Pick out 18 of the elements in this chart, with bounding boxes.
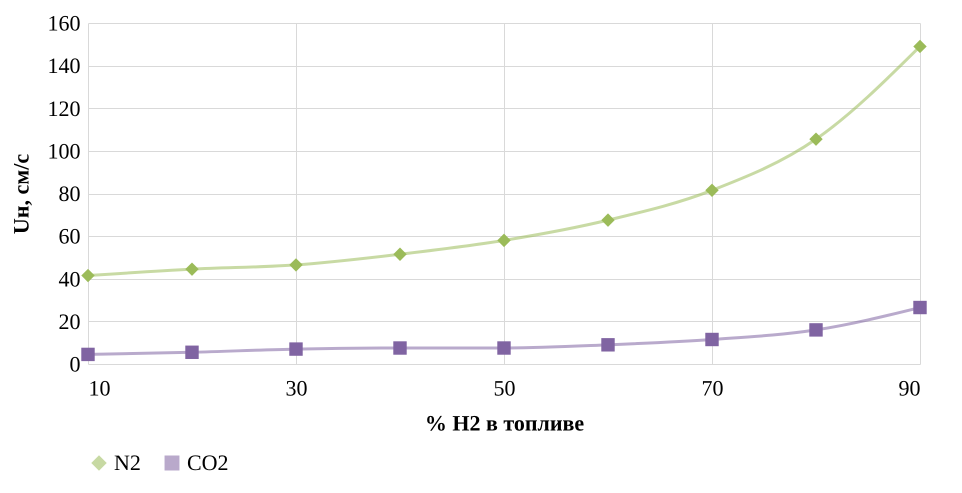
legend-label: N2 — [114, 450, 141, 475]
y-tick-label: 160 — [48, 10, 80, 36]
y-tick-label: 60 — [58, 224, 80, 249]
x-tick-label: 70 — [702, 376, 724, 400]
y-tick-label: 100 — [48, 138, 80, 164]
x-axis-title: % H2 в топливе — [424, 410, 584, 436]
y-tick-label: 20 — [58, 308, 80, 334]
y-tick-label: 140 — [48, 53, 80, 78]
legend-label: CO2 — [187, 450, 229, 475]
x-tick-label: 30 — [286, 376, 308, 400]
y-tick-label: 0 — [70, 352, 80, 376]
y-tick-label: 120 — [48, 96, 80, 121]
x-tick-label: 10 — [88, 376, 110, 400]
y-tick-label: 40 — [58, 266, 80, 292]
x-tick-label: 50 — [494, 376, 516, 400]
y-axis-title: Uн, см/с — [8, 154, 34, 234]
x-tick-label: 90 — [898, 376, 920, 400]
y-tick-label: 80 — [58, 181, 80, 206]
